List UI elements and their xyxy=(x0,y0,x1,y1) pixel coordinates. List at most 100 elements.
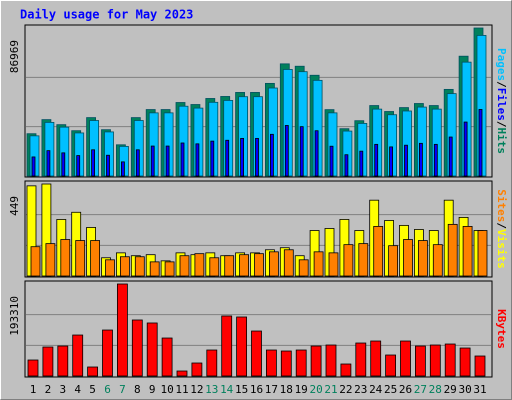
x-tick-label: 15 xyxy=(235,383,248,396)
bar xyxy=(176,370,188,377)
bar xyxy=(161,337,173,377)
legend-entry: Hits xyxy=(495,128,508,155)
x-tick-label: 5 xyxy=(89,383,96,396)
x-tick-label: 19 xyxy=(295,383,308,396)
bar xyxy=(298,259,309,277)
bar xyxy=(117,283,128,377)
bar xyxy=(280,350,292,377)
bar xyxy=(474,355,486,377)
bar xyxy=(325,344,337,377)
legend-separator: / xyxy=(495,121,508,128)
bar xyxy=(269,133,274,177)
bar xyxy=(42,346,54,377)
bar xyxy=(31,156,36,177)
x-tick-label: 16 xyxy=(250,383,263,396)
bar xyxy=(165,145,170,177)
x-tick-label: 29 xyxy=(444,383,457,396)
bar xyxy=(27,359,39,377)
x-tick-label: 1 xyxy=(30,383,37,396)
x-tick-label: 25 xyxy=(384,383,397,396)
bar xyxy=(477,230,488,277)
y-tick-label: 193310 xyxy=(8,296,21,336)
bar xyxy=(448,136,453,177)
legend: KBytes xyxy=(495,309,508,349)
bar xyxy=(179,255,190,277)
bar xyxy=(463,121,468,177)
x-tick-label: 10 xyxy=(160,383,173,396)
bar xyxy=(150,145,155,177)
bar xyxy=(389,146,394,177)
bar xyxy=(210,140,215,177)
bar xyxy=(46,150,51,177)
x-tick-label: 30 xyxy=(458,383,471,396)
bar xyxy=(373,226,384,277)
bar xyxy=(462,226,473,277)
legend-entry: Sites xyxy=(495,189,508,222)
bar xyxy=(105,259,115,277)
bar xyxy=(403,239,413,277)
bar xyxy=(90,240,100,277)
legend-separator: / xyxy=(495,81,508,88)
x-tick-label: 14 xyxy=(220,383,234,396)
bar xyxy=(134,256,145,277)
bar xyxy=(221,315,233,377)
bar xyxy=(433,143,438,177)
x-tick-label: 11 xyxy=(175,383,188,396)
bar xyxy=(404,144,408,177)
x-tick-label: 3 xyxy=(59,383,66,396)
legend-entry: KBytes xyxy=(495,309,508,349)
bar xyxy=(194,253,205,277)
bar xyxy=(121,161,125,177)
y-tick-label: 86969 xyxy=(8,40,21,73)
x-tick-label: 22 xyxy=(339,383,352,396)
x-tick-label: 2 xyxy=(45,383,52,396)
x-tick-label: 6 xyxy=(104,383,111,396)
bar xyxy=(444,343,456,377)
x-tick-label: 7 xyxy=(119,383,126,396)
x-tick-label: 27 xyxy=(414,383,427,396)
bar xyxy=(329,145,334,177)
bar xyxy=(146,322,158,377)
bar xyxy=(135,149,140,177)
bar xyxy=(265,349,277,377)
bar xyxy=(299,126,304,177)
bar xyxy=(340,363,352,377)
bar xyxy=(400,340,411,377)
bar xyxy=(459,347,471,377)
bar xyxy=(414,345,426,377)
x-tick-label: 17 xyxy=(265,383,278,396)
bar xyxy=(344,154,349,177)
bar xyxy=(370,340,382,377)
bar xyxy=(91,149,95,177)
bar xyxy=(57,345,69,377)
bar xyxy=(284,125,289,177)
bar xyxy=(164,261,175,277)
bar xyxy=(328,252,339,277)
legend-entry: Pages xyxy=(495,48,508,81)
bar xyxy=(295,349,307,377)
bar xyxy=(313,251,324,277)
bar xyxy=(310,345,322,377)
bar xyxy=(72,334,84,377)
bar xyxy=(359,150,364,177)
bar xyxy=(30,246,41,277)
x-tick-label: 18 xyxy=(280,383,293,396)
bar xyxy=(447,223,458,277)
x-tick-label: 20 xyxy=(309,383,322,396)
bar xyxy=(131,319,143,377)
bar xyxy=(191,362,203,377)
bar xyxy=(417,240,428,277)
legend-entry: Visits xyxy=(495,229,508,269)
bar xyxy=(76,155,81,177)
bar xyxy=(195,143,200,177)
bar xyxy=(432,244,443,277)
x-tick-label: 23 xyxy=(354,383,367,396)
bar xyxy=(75,240,86,277)
x-tick-label: 26 xyxy=(399,383,412,396)
bar xyxy=(180,142,185,177)
legend: Sites/Visits xyxy=(495,189,508,269)
bar xyxy=(236,316,248,377)
bar xyxy=(251,330,262,377)
bar xyxy=(385,354,397,377)
